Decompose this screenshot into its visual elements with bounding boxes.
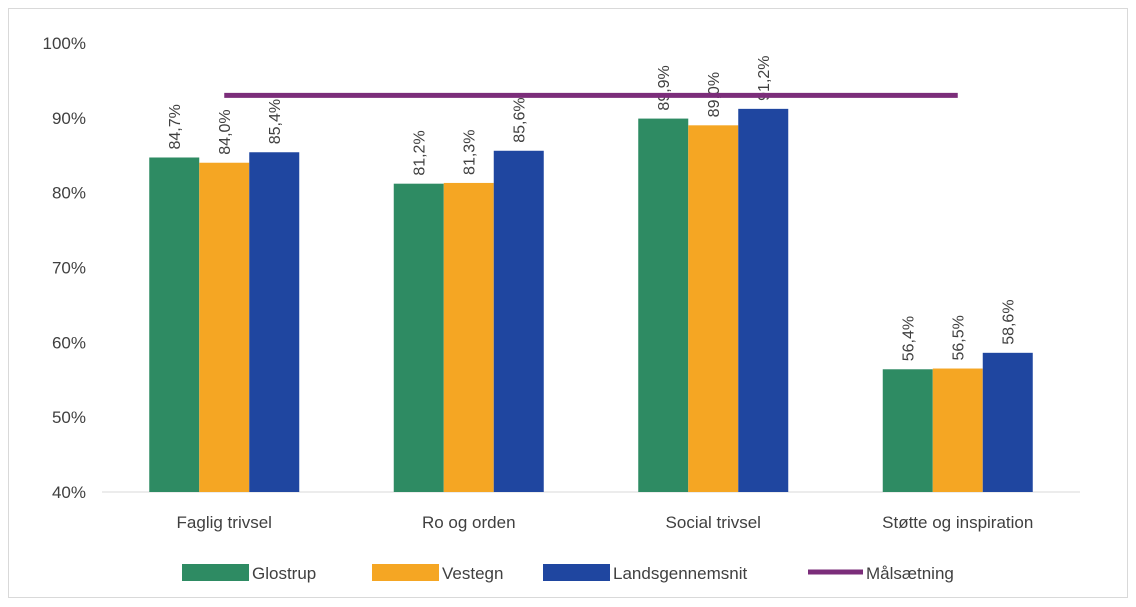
bar bbox=[638, 118, 689, 492]
data-label: 85,6% bbox=[512, 97, 529, 142]
bars bbox=[149, 108, 1033, 493]
data-label: 81,3% bbox=[462, 130, 479, 175]
y-tick-label: 50% bbox=[52, 408, 86, 427]
y-tick-label: 90% bbox=[52, 109, 86, 128]
x-category-label: Støtte og inspiration bbox=[882, 513, 1033, 532]
x-category-label: Ro og orden bbox=[422, 513, 516, 532]
axes: 40% 50% 60% 70% 80% 90% 100% Faglig trivsel Ro o… bbox=[43, 34, 1080, 532]
data-labels: 84,7%81,2%89,9%56,4%84,0%81,3%89,0%56,5%… bbox=[167, 55, 1018, 361]
y-tick-label: 100% bbox=[43, 34, 86, 53]
data-label: 56,4% bbox=[901, 316, 918, 361]
data-label: 84,7% bbox=[167, 104, 184, 149]
bar bbox=[688, 125, 739, 493]
y-tick-label: 80% bbox=[52, 184, 86, 203]
data-label: 81,2% bbox=[412, 130, 429, 175]
legend-swatch bbox=[182, 564, 249, 581]
data-label: 56,5% bbox=[951, 315, 968, 360]
x-category-label: Social trivsel bbox=[666, 513, 761, 532]
bar bbox=[199, 162, 250, 492]
bar bbox=[149, 157, 200, 492]
y-tick-label: 70% bbox=[52, 259, 86, 278]
bar bbox=[738, 108, 789, 492]
legend-label: Målsætning bbox=[866, 564, 954, 583]
legend-label: Vestegn bbox=[442, 564, 503, 583]
data-label: 84,0% bbox=[217, 109, 234, 154]
x-category-label: Faglig trivsel bbox=[177, 513, 272, 532]
bar bbox=[249, 152, 300, 493]
legend-label: Glostrup bbox=[252, 564, 316, 583]
data-label: 58,6% bbox=[1001, 299, 1018, 344]
bar bbox=[393, 183, 444, 493]
data-label: 85,4% bbox=[267, 99, 284, 144]
data-label: 91,2% bbox=[756, 55, 773, 100]
legend-swatch bbox=[372, 564, 439, 581]
bar bbox=[882, 369, 933, 492]
legend: Glostrup Vestegn Landsgennemsnit Målsætning bbox=[182, 564, 954, 583]
bar bbox=[982, 352, 1033, 492]
y-tick-label: 40% bbox=[52, 483, 86, 502]
legend-label: Landsgennemsnit bbox=[613, 564, 747, 583]
bar bbox=[932, 368, 983, 492]
bar bbox=[443, 182, 494, 492]
bar bbox=[493, 150, 544, 492]
legend-swatch bbox=[543, 564, 610, 581]
data-label: 89,9% bbox=[656, 65, 673, 110]
y-tick-label: 60% bbox=[52, 333, 86, 352]
